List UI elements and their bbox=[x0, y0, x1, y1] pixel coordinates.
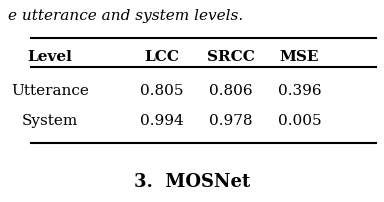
Text: 0.806: 0.806 bbox=[209, 84, 252, 98]
Text: Utterance: Utterance bbox=[11, 84, 89, 98]
Text: 0.805: 0.805 bbox=[140, 84, 183, 98]
Text: 0.396: 0.396 bbox=[278, 84, 321, 98]
Text: MSE: MSE bbox=[280, 49, 319, 64]
Text: e utterance and system levels.: e utterance and system levels. bbox=[8, 9, 243, 23]
Text: 0.005: 0.005 bbox=[278, 114, 321, 128]
Text: SRCC: SRCC bbox=[207, 49, 255, 64]
Text: System: System bbox=[22, 114, 78, 128]
Text: 0.994: 0.994 bbox=[139, 114, 183, 128]
Text: 0.978: 0.978 bbox=[209, 114, 252, 128]
Text: Level: Level bbox=[28, 49, 73, 64]
Text: 3.  MOSNet: 3. MOSNet bbox=[134, 173, 250, 191]
Text: LCC: LCC bbox=[144, 49, 179, 64]
